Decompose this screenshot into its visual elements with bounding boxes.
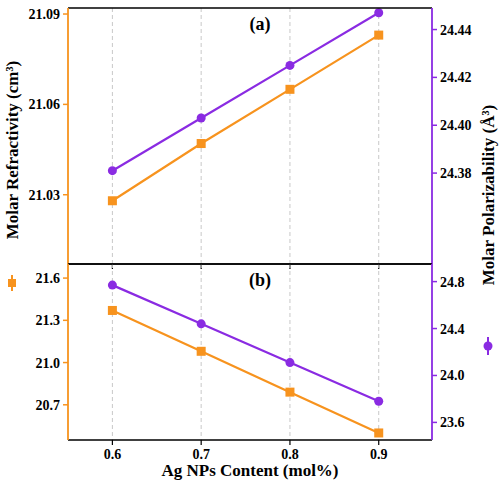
series-marker	[108, 166, 117, 175]
series-marker	[374, 31, 383, 40]
series-marker	[285, 85, 294, 94]
y-axis-line	[67, 8, 69, 264]
panel-title: (a)	[250, 14, 271, 35]
grid-line	[201, 8, 202, 264]
series-marker	[285, 61, 294, 70]
series-marker	[374, 397, 383, 406]
series-marker	[285, 388, 294, 397]
frame	[68, 263, 432, 265]
y-tick-label: 21.06	[29, 97, 61, 112]
panel-title: (b)	[249, 270, 271, 291]
y-tick-label: 21.09	[29, 7, 61, 22]
y2-tick-label: 24.42	[440, 70, 472, 85]
y-label-key	[8, 279, 16, 287]
y2-tick-label: 24.8	[440, 275, 465, 290]
x-tick-label: 0.9	[370, 447, 388, 462]
frame	[68, 7, 432, 9]
y2-axis-label: Molar Polarizability (Å³)	[479, 105, 498, 285]
series-marker	[374, 428, 383, 437]
frame	[68, 439, 432, 441]
y-tick-label: 21.0	[36, 356, 61, 371]
series-line	[112, 35, 378, 201]
y-tick-label: 21.6	[36, 271, 61, 286]
series-marker	[197, 139, 206, 148]
y2-tick-label: 24.40	[440, 118, 472, 133]
y2-tick-label: 24.0	[440, 368, 465, 383]
grid-line	[112, 264, 113, 440]
y2-tick-label: 24.38	[440, 166, 472, 181]
series-marker	[197, 319, 206, 328]
series-marker	[285, 358, 294, 367]
plot-area	[108, 8, 383, 205]
y-axis-label: Molar Refractivity (cm³)	[3, 61, 22, 239]
y2-label-key	[484, 342, 493, 351]
grid-line	[378, 8, 379, 264]
series-line	[112, 285, 378, 401]
y-tick-label: 21.03	[29, 188, 61, 203]
x-tick-label: 0.8	[281, 447, 299, 462]
y2-tick-label: 24.44	[440, 23, 472, 38]
frame	[68, 263, 432, 265]
series-marker	[108, 281, 117, 290]
x-tick-label: 0.6	[104, 447, 122, 462]
y-tick-label: 20.7	[36, 398, 61, 413]
grid-line	[112, 8, 113, 264]
series-marker	[108, 196, 117, 205]
y2-axis-line	[431, 8, 433, 264]
y-tick-label: 21.3	[36, 313, 61, 328]
series-marker	[374, 8, 383, 17]
series-marker	[197, 114, 206, 123]
series-line	[112, 13, 378, 171]
grid-line	[289, 8, 290, 264]
x-axis-label: Ag NPs Content (mol%)	[161, 461, 338, 480]
plot-area	[108, 281, 383, 438]
series-marker	[197, 347, 206, 356]
y2-tick-label: 24.4	[440, 322, 465, 337]
y-axis-line	[67, 264, 69, 440]
series-line	[112, 310, 378, 432]
y2-axis-line	[431, 264, 433, 440]
series-marker	[108, 306, 117, 315]
chart: 21.03 21.06 21.09 24.38 24.40 24.42 24.44 (a) Mo…	[0, 0, 500, 484]
y2-tick-label: 23.6	[440, 415, 465, 430]
grid-line	[289, 264, 290, 440]
grid-line	[378, 264, 379, 440]
x-tick-label: 0.7	[192, 447, 210, 462]
